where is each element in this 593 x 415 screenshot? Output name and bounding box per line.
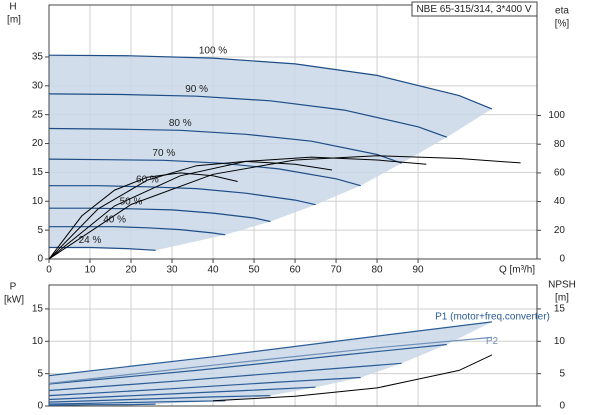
curve bbox=[48, 403, 156, 406]
curve bbox=[48, 400, 226, 405]
title-box bbox=[411, 1, 538, 17]
y2-axis-unit: [m] bbox=[555, 293, 569, 304]
curve-label: 80 % bbox=[169, 118, 192, 129]
x-tick-label: 40 bbox=[207, 265, 219, 276]
x-tick-label: 60 bbox=[289, 265, 301, 276]
operating-region bbox=[49, 321, 492, 406]
y-tick-label: 15 bbox=[32, 167, 44, 178]
y2-tick-label: 20 bbox=[554, 225, 566, 236]
x-tick-label: 50 bbox=[248, 265, 260, 276]
x-tick-label: 0 bbox=[46, 265, 52, 276]
curve-label: 100 % bbox=[199, 46, 227, 57]
curve-label: P2 bbox=[486, 336, 499, 347]
y2-tick-label: 0 bbox=[559, 401, 565, 412]
y-tick-label: 30 bbox=[32, 80, 44, 91]
y2-tick-label: 0 bbox=[559, 254, 565, 265]
plot-frame bbox=[48, 284, 538, 407]
y-axis-unit: [kW] bbox=[4, 295, 24, 306]
curve bbox=[48, 321, 492, 377]
y-tick-label: 10 bbox=[32, 336, 44, 347]
curve bbox=[49, 207, 271, 223]
curve bbox=[212, 354, 493, 402]
curve-label: 50 % bbox=[120, 196, 143, 207]
y-tick-label: 25 bbox=[32, 109, 44, 120]
curve-label: 70 % bbox=[152, 148, 175, 159]
curve bbox=[48, 362, 402, 392]
x-tick-label: 90 bbox=[413, 265, 425, 276]
y-tick-label: 10 bbox=[32, 196, 44, 207]
curve bbox=[48, 376, 361, 397]
y-tick-label: 0 bbox=[37, 401, 43, 412]
curve bbox=[48, 336, 492, 384]
y2-tick-label: 100 bbox=[548, 110, 565, 121]
curve bbox=[48, 395, 271, 403]
curve bbox=[48, 155, 521, 260]
curve bbox=[49, 226, 226, 236]
curve bbox=[48, 386, 316, 401]
x-tick-label: 80 bbox=[372, 265, 384, 276]
y2-axis-label: eta bbox=[555, 6, 569, 17]
y-axis-unit: [m] bbox=[7, 15, 21, 26]
curve bbox=[48, 160, 333, 260]
x-tick-label: 30 bbox=[166, 265, 178, 276]
curve-label: 40 % bbox=[103, 214, 126, 225]
x-tick-label: 10 bbox=[84, 265, 96, 276]
curve bbox=[48, 127, 402, 164]
y-tick-label: 35 bbox=[32, 52, 44, 63]
y2-tick-label: 10 bbox=[554, 336, 566, 347]
curve bbox=[48, 54, 493, 110]
y2-tick-label: 40 bbox=[554, 196, 566, 207]
curve bbox=[48, 93, 448, 138]
y-axis-label: H bbox=[9, 2, 16, 13]
operating-region bbox=[49, 55, 492, 251]
y-tick-label: 5 bbox=[37, 225, 43, 236]
curve-label: 90 % bbox=[185, 84, 208, 95]
y-tick-label: 20 bbox=[32, 138, 44, 149]
y-tick-label: 15 bbox=[32, 304, 44, 315]
curve bbox=[48, 172, 238, 260]
plot-frame bbox=[48, 4, 538, 260]
y2-axis-unit: [%] bbox=[555, 19, 570, 30]
y2-tick-label: 5 bbox=[559, 368, 565, 379]
x-axis-label: Q [m³/h] bbox=[499, 265, 535, 276]
y-axis-label: P bbox=[10, 282, 17, 293]
curve bbox=[49, 185, 316, 206]
y-tick-label: 0 bbox=[37, 254, 43, 265]
curve-label: P1 (motor+freq.converter) bbox=[435, 312, 550, 323]
y-tick-label: 5 bbox=[37, 368, 43, 379]
curve bbox=[48, 343, 447, 385]
curve-label: 24 % bbox=[79, 235, 102, 246]
chart-title: NBE 65-315/314, 3*400 V bbox=[416, 4, 531, 15]
curve bbox=[49, 246, 156, 251]
x-tick-label: 70 bbox=[330, 265, 342, 276]
y2-tick-label: 15 bbox=[554, 304, 566, 315]
y2-axis-label: NPSH bbox=[548, 280, 576, 291]
y2-tick-label: 80 bbox=[554, 139, 566, 150]
y2-tick-label: 60 bbox=[554, 168, 566, 179]
x-tick-label: 20 bbox=[125, 265, 137, 276]
